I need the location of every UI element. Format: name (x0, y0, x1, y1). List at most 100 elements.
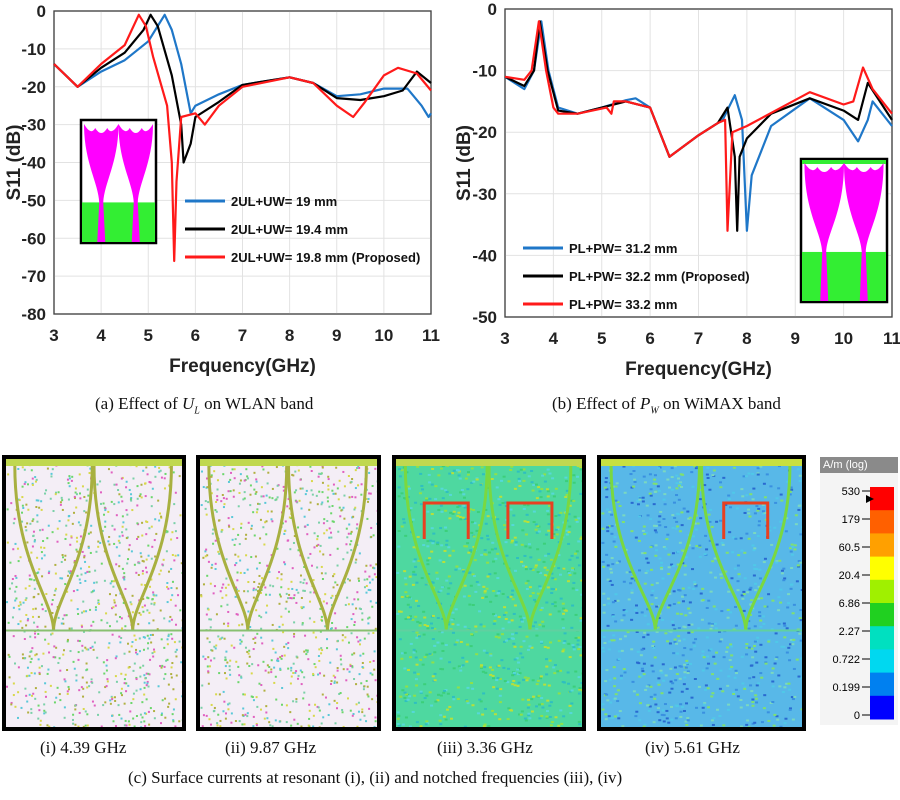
current-vector (663, 703, 667, 706)
current-vector (145, 533, 148, 536)
current-vector (430, 513, 434, 516)
current-vector (739, 537, 743, 540)
current-vector (83, 510, 86, 513)
current-vector (777, 487, 781, 490)
current-vector (434, 498, 438, 501)
current-vector (174, 491, 177, 494)
current-vector (514, 632, 518, 635)
current-vector (170, 673, 173, 676)
current-vector (287, 667, 290, 670)
current-vector (77, 658, 80, 661)
current-vector (572, 648, 576, 651)
current-vector (53, 594, 56, 597)
current-vector (240, 640, 243, 643)
current-vector (151, 633, 154, 636)
current-vector (667, 566, 671, 569)
current-vector (141, 572, 144, 575)
current-vector (673, 641, 677, 644)
current-vector (396, 571, 400, 574)
current-vector (571, 604, 575, 607)
current-vector (18, 499, 21, 502)
current-vector (431, 542, 435, 545)
current-vector (551, 602, 555, 605)
current-vector (163, 665, 166, 668)
current-vector (255, 609, 258, 612)
current-vector (44, 638, 47, 641)
current-vector (202, 655, 205, 658)
current-vector (31, 545, 34, 548)
current-vector (707, 513, 711, 516)
current-vector (742, 475, 746, 478)
current-vector (710, 695, 714, 698)
current-vector (227, 524, 230, 527)
current-vector (401, 723, 405, 726)
current-vector (66, 640, 69, 643)
current-vector (76, 550, 79, 553)
current-vector (92, 648, 95, 651)
current-vector (148, 637, 151, 640)
current-vector (426, 627, 430, 630)
current-vector (790, 553, 794, 556)
current-vector (538, 490, 542, 493)
current-vector (679, 613, 683, 616)
current-vector (34, 687, 37, 690)
current-vector (775, 641, 779, 644)
current-vectors (396, 459, 582, 727)
current-vector (444, 509, 448, 512)
current-vector (675, 474, 679, 477)
current-vector (163, 477, 166, 480)
current-vector (352, 515, 355, 518)
current-vector (512, 671, 516, 674)
current-vector (209, 582, 212, 585)
current-vector (273, 681, 276, 684)
current-vector (235, 588, 238, 591)
current-vector (779, 588, 783, 591)
current-vector (439, 467, 443, 470)
current-vector (12, 635, 15, 638)
current-vector (442, 715, 446, 718)
current-vector (685, 662, 689, 665)
current-vector (255, 478, 258, 481)
current-vector (711, 673, 715, 676)
current-vector (515, 657, 519, 660)
current-vector (568, 704, 572, 707)
current-vector (524, 719, 528, 722)
current-vector (206, 665, 209, 668)
current-vector (642, 725, 646, 727)
current-vector (287, 587, 290, 590)
current-vector (719, 669, 723, 672)
current-vector (779, 601, 783, 604)
current-vector (250, 672, 253, 675)
current-vector (665, 538, 669, 541)
current-vector (231, 468, 234, 471)
current-vector (785, 651, 789, 654)
current-vector (789, 550, 793, 553)
current-vector (692, 535, 696, 538)
current-vector (113, 528, 116, 531)
current-vector (108, 543, 111, 546)
current-vector (266, 564, 269, 567)
current-vector (578, 646, 582, 649)
current-vector (562, 607, 566, 610)
current-vector (659, 510, 663, 513)
current-vector (554, 514, 558, 517)
current-vector (239, 638, 242, 641)
colorbar-tick-label: 2.27 (839, 626, 860, 638)
current-vector (136, 497, 139, 500)
current-vector (304, 525, 307, 528)
current-vector (616, 501, 620, 504)
current-vector (668, 592, 672, 595)
current-vector (483, 553, 487, 556)
current-vector (497, 498, 501, 501)
current-vector (336, 564, 339, 567)
current-vector (125, 690, 128, 693)
current-vector (362, 652, 365, 655)
current-vector (504, 528, 508, 531)
current-vector (363, 714, 366, 717)
current-vector (173, 559, 176, 562)
current-vector (294, 671, 297, 674)
current-vector (795, 580, 799, 583)
current-vector (36, 572, 39, 575)
current-vector (312, 672, 315, 675)
current-vector (340, 663, 343, 666)
